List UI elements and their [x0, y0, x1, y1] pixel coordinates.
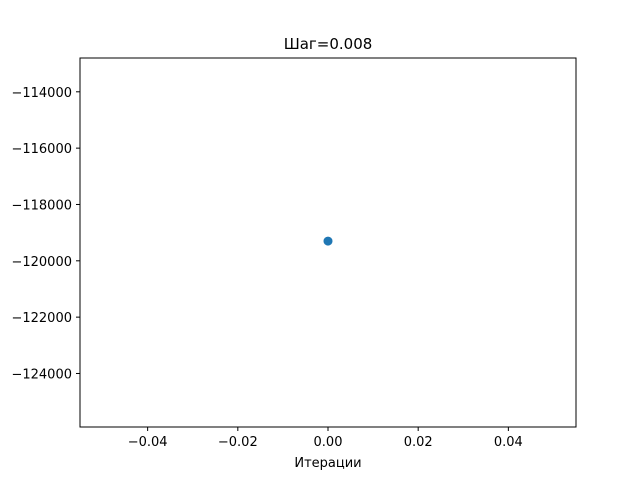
data-point: [323, 236, 333, 246]
y-tick-label: −124000: [11, 367, 72, 382]
x-tick-label: −0.04: [128, 435, 168, 450]
data-points: [323, 236, 333, 246]
x-tick-label: 0.04: [494, 435, 523, 450]
y-tick-label: −120000: [11, 255, 72, 270]
y-axis: −114000 −116000 −118000 −120000 −122000 −1240…: [11, 86, 80, 382]
x-tick-label: 0.02: [404, 435, 433, 450]
x-axis: −0.04 −0.02 0.00 0.02 0.04: [128, 427, 523, 450]
y-tick-label: −116000: [11, 142, 72, 157]
x-tick-label: −0.02: [218, 435, 258, 450]
x-tick-label: 0.00: [314, 435, 343, 450]
chart-title: Шаг=0.008: [284, 35, 373, 53]
y-tick-label: −118000: [11, 198, 72, 213]
y-tick-label: −114000: [11, 86, 72, 101]
x-axis-label: Итерации: [294, 456, 361, 471]
y-tick-label: −122000: [11, 311, 72, 326]
